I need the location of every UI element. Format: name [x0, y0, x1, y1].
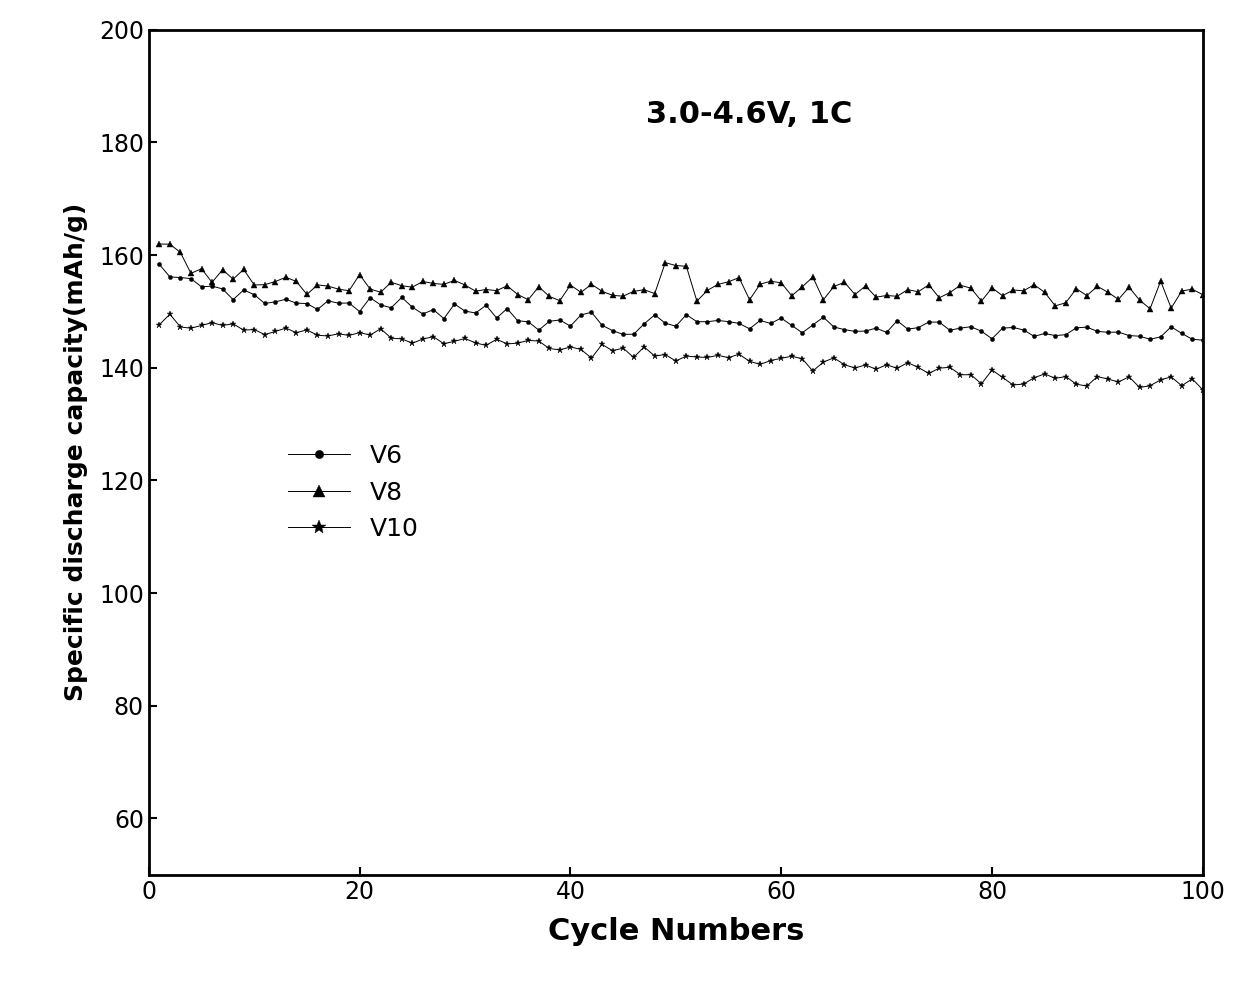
V6: [352, 305, 367, 317]
V6: [689, 316, 704, 328]
V10: [1153, 374, 1168, 386]
V8: [1153, 275, 1168, 287]
V10: [1195, 384, 1210, 396]
V8: [151, 239, 166, 250]
V8: [1195, 288, 1210, 300]
V8: [394, 279, 409, 291]
V10: [404, 337, 419, 349]
V6: [774, 312, 789, 324]
V6: [1195, 334, 1210, 346]
Line: V8: V8: [156, 242, 1205, 311]
V10: [151, 319, 166, 331]
V8: [774, 277, 789, 289]
Line: V6: V6: [157, 262, 1205, 342]
V6: [1111, 326, 1126, 338]
V8: [1111, 293, 1126, 305]
V10: [162, 308, 177, 320]
Y-axis label: Specific discharge capacity(mAh/g): Specific discharge capacity(mAh/g): [63, 203, 88, 702]
Legend: V6, V8, V10: V6, V8, V10: [288, 444, 419, 541]
V10: [699, 352, 714, 364]
V6: [1143, 333, 1158, 345]
V10: [1122, 371, 1137, 383]
Text: 3.0-4.6V, 1C: 3.0-4.6V, 1C: [646, 99, 853, 129]
V8: [689, 295, 704, 307]
V6: [394, 291, 409, 303]
V6: [151, 258, 166, 270]
X-axis label: Cycle Numbers: Cycle Numbers: [548, 917, 804, 946]
V8: [352, 268, 367, 280]
V10: [362, 329, 377, 341]
V8: [1143, 303, 1158, 315]
Line: V10: V10: [156, 311, 1207, 394]
V10: [784, 350, 799, 362]
